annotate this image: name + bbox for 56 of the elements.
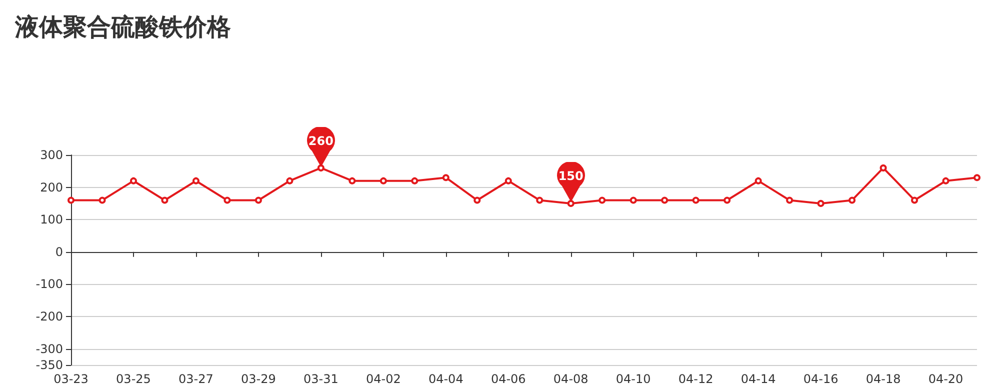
point	[817, 200, 824, 207]
point	[192, 177, 200, 184]
point	[880, 164, 887, 172]
point	[224, 196, 231, 204]
point	[848, 196, 856, 204]
point	[98, 196, 106, 204]
x-tick-label: 04-18	[866, 372, 901, 386]
point	[567, 200, 574, 207]
x-tick-label: 03-23	[54, 372, 88, 386]
x-tick-label: 04-06	[490, 372, 526, 386]
x-tick-label: 03-31	[303, 372, 338, 386]
point	[630, 196, 637, 204]
x-tick-label: 03-25	[116, 372, 151, 386]
y-tick-label: -350	[36, 358, 63, 372]
point	[536, 196, 544, 204]
y-tick-label: 100	[40, 212, 63, 227]
y-tick-label: 0	[55, 244, 63, 259]
point	[68, 196, 74, 204]
point	[474, 196, 481, 204]
x-tick-label: 04-20	[928, 372, 964, 386]
chart-title: 液体聚合硫酸铁价格	[14, 13, 232, 41]
x-tick-label: 03-29	[241, 372, 276, 386]
x-tick-label: 04-14	[740, 372, 776, 386]
point	[286, 177, 294, 184]
annotation: 260	[307, 134, 334, 148]
point	[598, 196, 606, 204]
x-tick-label: 04-04	[428, 372, 464, 386]
point	[692, 196, 700, 204]
annotation: 150	[557, 169, 584, 184]
x-tick-label: 04-16	[803, 372, 838, 386]
y-tick-label: 200	[40, 180, 63, 194]
point	[348, 177, 356, 184]
x-tick-label: 04-12	[678, 372, 714, 386]
x-tick-label: 04-08	[553, 372, 588, 386]
point	[317, 164, 324, 172]
point	[661, 196, 668, 204]
point	[161, 196, 168, 204]
point	[786, 196, 794, 204]
point	[911, 196, 918, 204]
y-tick-label: 300	[40, 148, 63, 162]
x-tick-label: 04-10	[616, 372, 651, 386]
point	[724, 196, 731, 204]
y-tick-label: -100	[36, 277, 63, 292]
point	[380, 177, 387, 184]
point	[754, 177, 762, 184]
x-tick-label: 04-02	[366, 372, 401, 386]
point	[411, 177, 418, 184]
point	[130, 177, 137, 184]
point	[974, 174, 980, 182]
point	[442, 174, 450, 182]
y-tick-label: -200	[36, 310, 63, 324]
y-tick-label: -300	[36, 342, 63, 356]
point	[504, 177, 512, 184]
x-tick-label: 03-27	[178, 372, 214, 386]
point	[942, 177, 950, 184]
point	[254, 196, 262, 204]
